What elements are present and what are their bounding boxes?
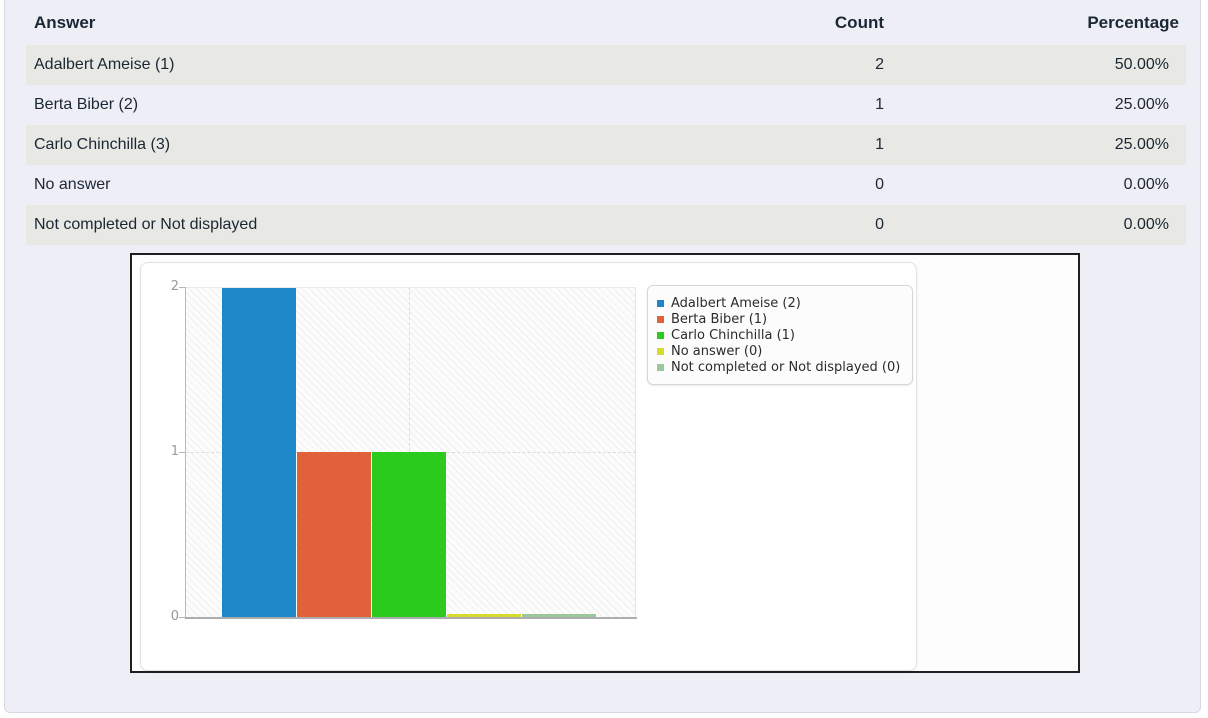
legend-item: Adalbert Ameise (2) (657, 295, 900, 311)
legend-swatch-icon (657, 331, 664, 339)
percentage-cell: 0.00% (1123, 176, 1169, 193)
answer-cell: Berta Biber (2) (34, 96, 139, 113)
bar-4 (447, 614, 521, 617)
legend-label: Berta Biber (1) (671, 311, 768, 327)
count-cell: 0 (875, 176, 884, 193)
legend-item: Carlo Chinchilla (1) (657, 327, 900, 343)
count-cell: 2 (875, 56, 884, 73)
percentage-cell: 50.00% (1114, 56, 1169, 73)
answer-cell: Not completed or Not displayed (34, 216, 258, 233)
answer-cell: Adalbert Ameise (1) (34, 56, 175, 73)
legend-label: Not completed or Not displayed (0) (671, 359, 901, 375)
y-tick-label-1: 1 (170, 444, 179, 459)
x-axis-baseline (185, 617, 637, 619)
count-cell: 0 (875, 216, 884, 233)
percentage-cell: 25.00% (1114, 136, 1169, 153)
percentage-cell: 0.00% (1123, 216, 1169, 233)
bar-3 (372, 452, 446, 617)
legend-label: Carlo Chinchilla (1) (671, 327, 795, 343)
percentage-cell: 25.00% (1114, 96, 1169, 113)
table-row: Carlo Chinchilla (3) 1 25.00% (26, 125, 1186, 165)
legend-item: Berta Biber (1) (657, 311, 900, 327)
legend-swatch-icon (657, 299, 664, 307)
plot-area (186, 287, 636, 617)
bar-5 (522, 614, 596, 617)
chart-legend: Adalbert Ameise (2) Berta Biber (1) Carlo … (647, 285, 914, 385)
results-panel: Answer Count Percentage Adalbert Ameise … (4, 0, 1201, 713)
y-tick-mark-2 (179, 287, 185, 288)
count-cell: 1 (875, 96, 884, 113)
y-tick-mark-0 (179, 617, 185, 618)
legend-swatch-icon (657, 315, 664, 323)
y-axis-line (185, 287, 186, 617)
bar-2 (297, 452, 371, 617)
bar-1 (222, 287, 296, 617)
column-header-count: Count (834, 13, 884, 32)
legend-label: No answer (0) (671, 343, 763, 359)
answers-table-header: Answer Count Percentage (26, 1, 1186, 45)
legend-swatch-icon (657, 363, 664, 371)
legend-label: Adalbert Ameise (2) (671, 295, 801, 311)
legend-item: Not completed or Not displayed (0) (657, 359, 900, 375)
table-row: No answer 0 0.00% (26, 165, 1186, 205)
y-tick-mark-1 (179, 452, 185, 453)
column-header-percentage: Percentage (1087, 13, 1179, 32)
legend-item: No answer (0) (657, 343, 900, 359)
plot-right-border (635, 287, 636, 617)
y-tick-label-2: 2 (170, 279, 179, 294)
y-tick-label-0: 0 (170, 609, 179, 624)
column-header-answer: Answer (34, 13, 96, 32)
answer-cell: No answer (34, 176, 111, 193)
plot-top-border (186, 287, 636, 288)
answers-table-body: Adalbert Ameise (1) 2 50.00% Berta Biber (2… (26, 45, 1186, 245)
table-row: Berta Biber (2) 1 25.00% (26, 85, 1186, 125)
count-cell: 1 (875, 136, 884, 153)
legend-swatch-icon (657, 347, 664, 355)
answers-table: Answer Count Percentage Adalbert Ameise … (26, 1, 1186, 245)
chart-frame: 0 1 2 Adalbert Ameise (2) Berta Biber (1) Ca… (130, 253, 1080, 673)
table-row: Not completed or Not displayed 0 0.00% (26, 205, 1186, 245)
table-row: Adalbert Ameise (1) 2 50.00% (26, 45, 1186, 85)
chart-container: 0 1 2 Adalbert Ameise (2) Berta Biber (1) Ca… (140, 262, 917, 671)
answer-cell: Carlo Chinchilla (3) (34, 136, 171, 153)
